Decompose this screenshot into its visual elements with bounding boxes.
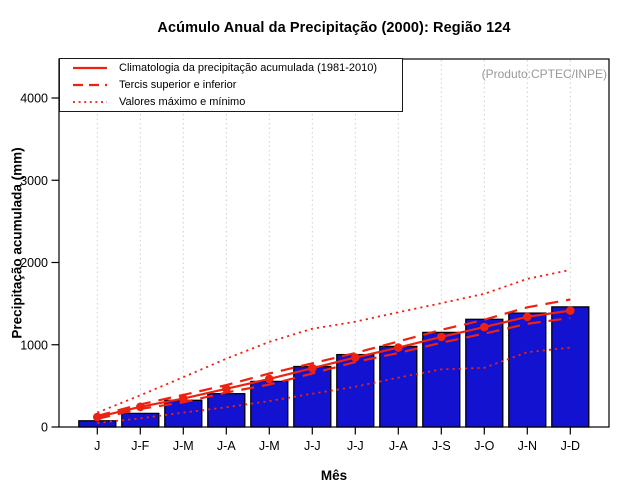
- line-tercil-inferior: [97, 316, 571, 420]
- bar: [207, 393, 246, 428]
- line-climatologia-da-precipitacao-acumulada-1981-2010-: [97, 309, 571, 419]
- data-point-marker: [523, 312, 532, 322]
- legend-label: Valores máximo e mínimo: [119, 96, 246, 108]
- x-tick-label: J: [94, 439, 100, 453]
- legend-item-climatology: Climatologia da precipitação acumulada (…: [70, 60, 402, 76]
- y-tick-label: 2000: [20, 256, 48, 270]
- x-tick-label: J-O: [474, 439, 494, 453]
- x-tick-label: J-D: [561, 439, 580, 453]
- legend-item-tercis: Tercis superior e inferior: [70, 77, 402, 93]
- legend-label: Tercis superior e inferior: [119, 79, 237, 91]
- x-tick-label: J-A: [217, 439, 236, 453]
- x-tick-label: J-J: [304, 439, 321, 453]
- data-point-marker: [93, 412, 102, 422]
- bar: [508, 312, 547, 428]
- data-point-marker: [351, 353, 360, 362]
- x-tick-label: J-M: [259, 439, 280, 453]
- x-tick-label: J-M: [173, 439, 194, 453]
- bar: [293, 365, 332, 428]
- data-point-marker: [308, 363, 317, 373]
- x-axis-label: Mês: [320, 468, 348, 483]
- chart-title: Acúmulo Anual da Precipitação (2000): Re…: [157, 20, 511, 36]
- legend-item-max-min: Valores máximo e mínimo: [70, 94, 402, 110]
- solid-line-icon: [73, 66, 107, 70]
- bar: [379, 345, 418, 428]
- data-point-marker: [136, 402, 145, 412]
- data-point-marker: [480, 322, 489, 332]
- y-tick-label: 4000: [20, 92, 48, 106]
- bar: [250, 380, 289, 428]
- bar: [551, 306, 590, 428]
- data-point-marker: [265, 374, 274, 384]
- data-point-marker: [222, 384, 231, 394]
- x-tick-label: J-A: [389, 439, 408, 453]
- x-tick-label: J-N: [518, 439, 537, 453]
- x-tick-label: J-S: [432, 439, 451, 453]
- data-point-marker: [394, 343, 403, 352]
- data-point-marker: [437, 332, 446, 342]
- line-valor-minimo: [97, 346, 571, 424]
- line-tercil-superior: [97, 298, 571, 417]
- product-watermark: (Produto:CPTEC/INPE): [481, 67, 607, 81]
- y-tick-label: 0: [41, 421, 48, 435]
- bar: [121, 412, 160, 428]
- x-tick-label: J-F: [131, 439, 149, 453]
- legend-label: Climatologia da precipitação acumulada (…: [119, 62, 378, 74]
- dotted-line-icon: [73, 101, 107, 103]
- bar: [422, 331, 461, 428]
- data-point-marker: [179, 394, 188, 403]
- y-tick-label: 1000: [20, 338, 48, 352]
- dashed-line-icon: [73, 83, 107, 87]
- legend-box: Climatologia da precipitação acumulada (…: [59, 58, 403, 112]
- y-tick-label: 3000: [20, 174, 48, 188]
- x-tick-label: J-J: [347, 439, 364, 453]
- data-point-marker: [566, 306, 575, 315]
- bar: [336, 353, 375, 428]
- y-axis-label: Precipitação acumulada (mm): [9, 147, 25, 339]
